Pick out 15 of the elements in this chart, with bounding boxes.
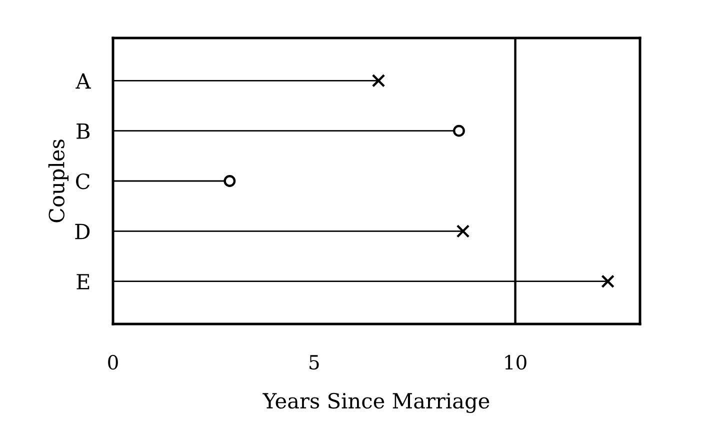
y-axis-title: Couples	[48, 140, 69, 222]
x-tick-label: 0	[108, 354, 118, 370]
x-axis-title: Years Since Marriage	[262, 392, 490, 413]
y-tick-label: A	[76, 73, 91, 89]
point	[453, 124, 465, 137]
y-tick-label: B	[76, 124, 90, 139]
y-tick-label: D	[75, 224, 90, 240]
x-tick-label: 10	[505, 354, 526, 370]
point	[372, 74, 386, 88]
y-tick-label: E	[76, 274, 90, 290]
point	[456, 224, 470, 238]
point	[601, 274, 614, 288]
x-tick-label: 5	[310, 355, 319, 370]
point	[224, 175, 236, 187]
y-tick-label: C	[76, 173, 90, 190]
